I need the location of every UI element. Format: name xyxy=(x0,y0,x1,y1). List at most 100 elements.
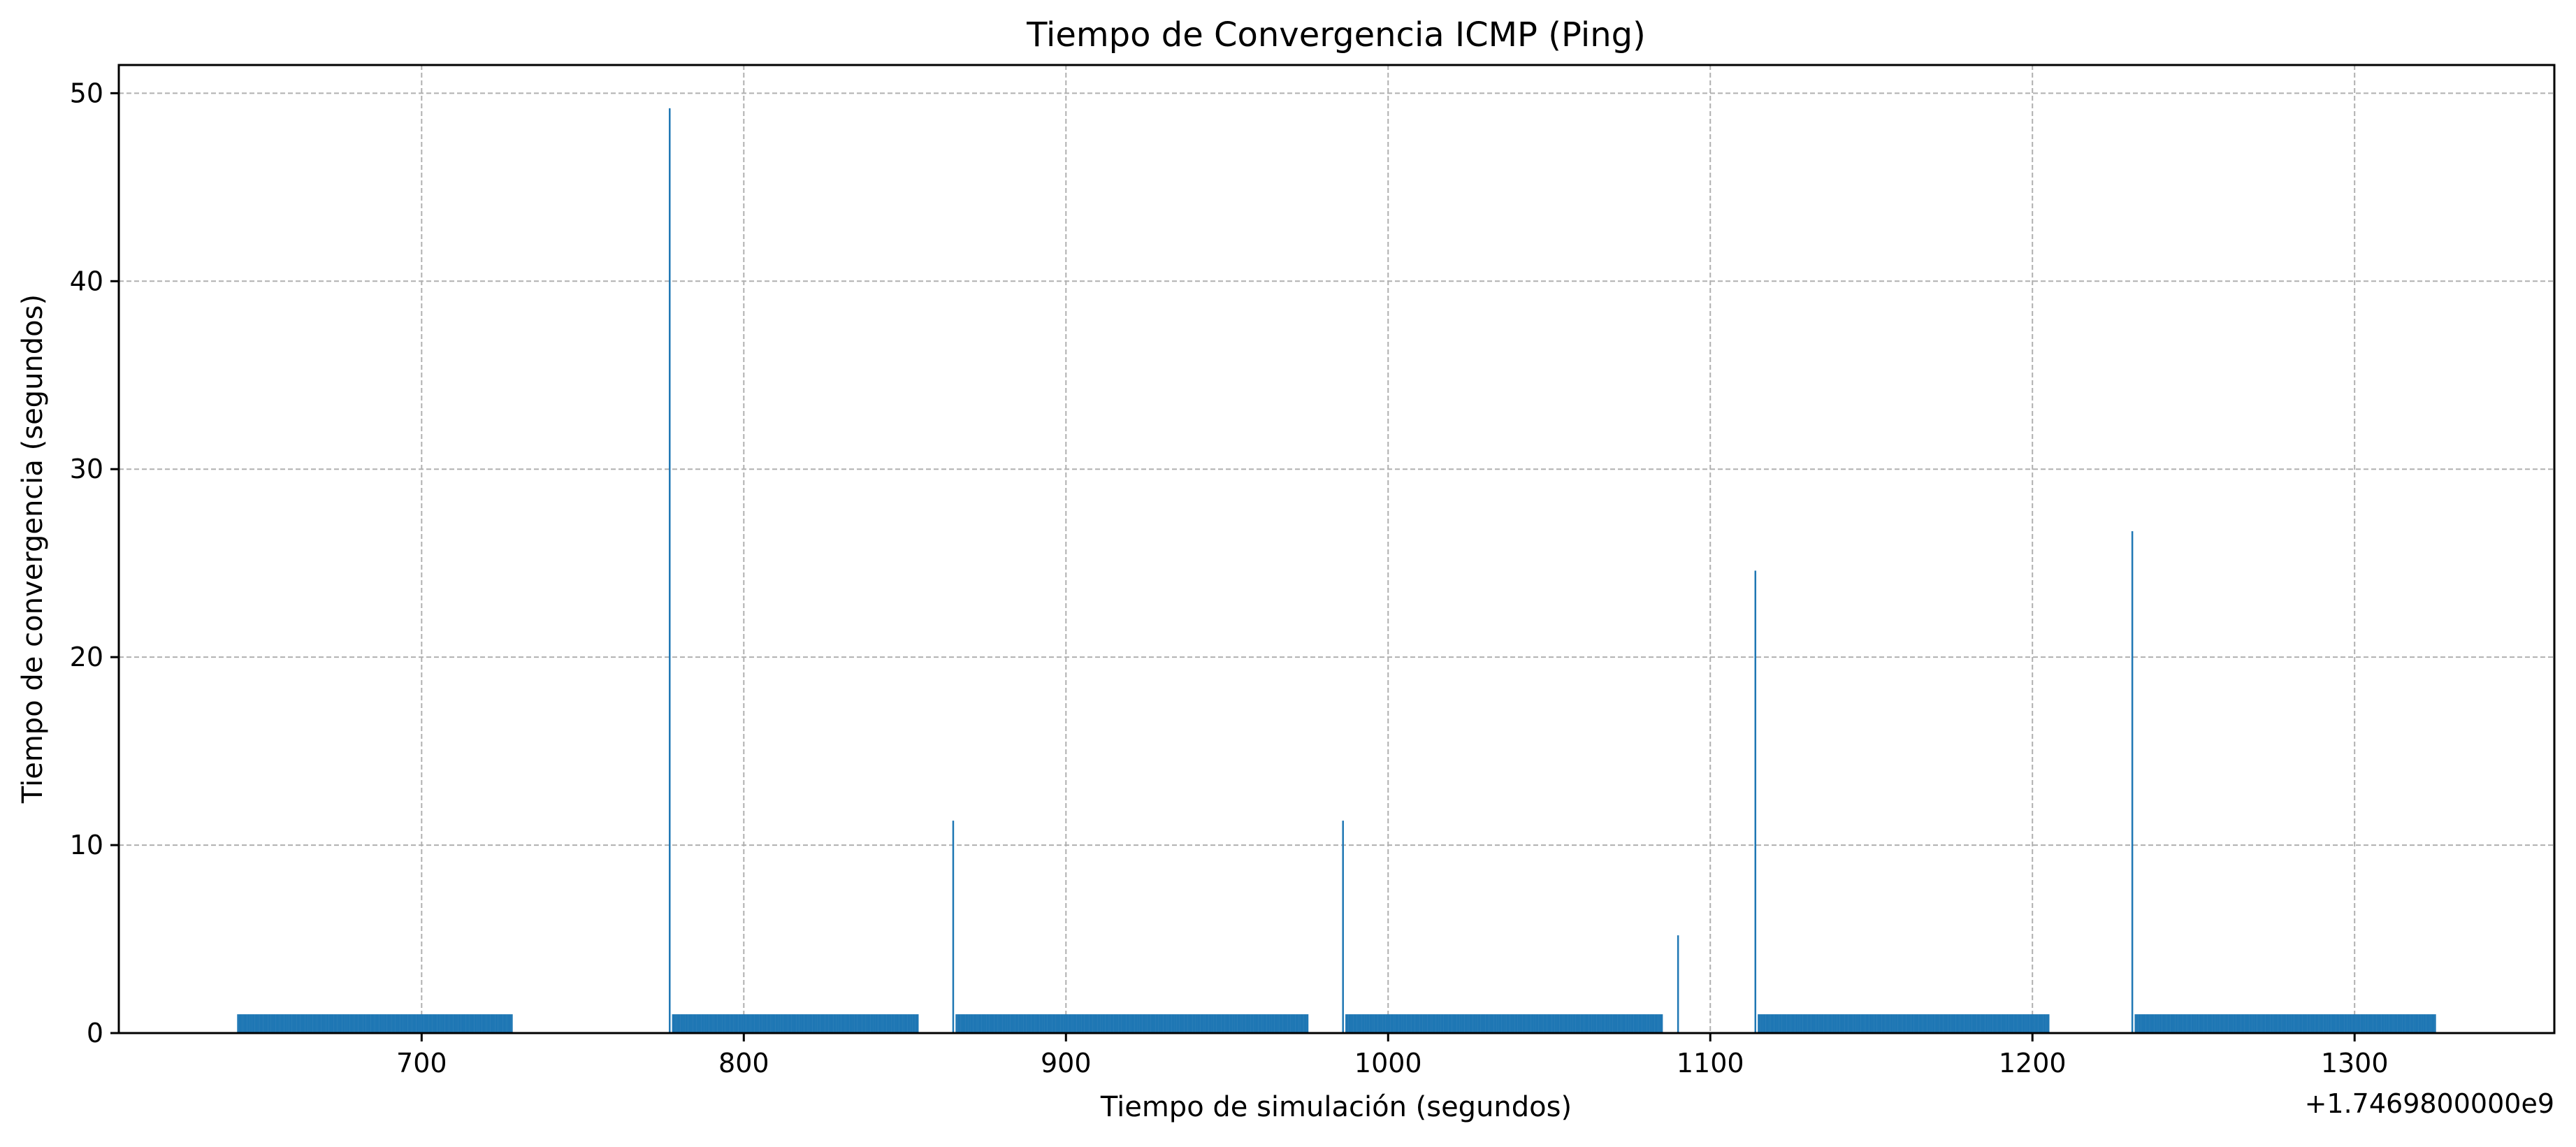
bar xyxy=(446,1014,449,1033)
bar xyxy=(849,1014,851,1033)
bar xyxy=(1948,1014,1950,1033)
bar xyxy=(437,1014,439,1033)
bar xyxy=(1384,1014,1386,1033)
bar xyxy=(1582,1014,1584,1033)
bar xyxy=(480,1014,482,1033)
bar xyxy=(1447,1014,1449,1033)
bar xyxy=(1008,1014,1011,1033)
bar xyxy=(416,1014,418,1033)
bar xyxy=(1464,1014,1467,1033)
bar xyxy=(1790,1014,1792,1033)
bar xyxy=(1949,1014,1951,1033)
bar xyxy=(1461,1014,1463,1033)
bar xyxy=(444,1014,447,1033)
y-tick-label: 40 xyxy=(70,266,103,296)
bar xyxy=(1002,1014,1004,1033)
bar xyxy=(1526,1014,1528,1033)
bar xyxy=(696,1014,698,1033)
bar xyxy=(1764,1014,1766,1033)
bar xyxy=(317,1014,320,1033)
bar xyxy=(907,1014,909,1033)
bar xyxy=(860,1014,862,1033)
bar xyxy=(963,1014,966,1033)
bar xyxy=(1916,1014,1918,1033)
bar xyxy=(1496,1014,1499,1033)
bar xyxy=(1925,1014,1927,1033)
bar xyxy=(1050,1014,1052,1033)
bar xyxy=(2427,1014,2430,1033)
bar xyxy=(1759,1014,1761,1033)
bar xyxy=(1775,1014,1777,1033)
bar xyxy=(967,1014,969,1033)
bar xyxy=(722,1014,724,1033)
bar xyxy=(1197,1014,1199,1033)
bar xyxy=(1000,1014,1003,1033)
bar xyxy=(2392,1014,2394,1033)
bar xyxy=(285,1014,287,1033)
bar xyxy=(788,1014,790,1033)
bar xyxy=(372,1014,375,1033)
bar xyxy=(999,1014,1001,1033)
bar xyxy=(364,1014,366,1033)
bar xyxy=(1878,1014,1881,1033)
bar xyxy=(1503,1014,1505,1033)
bar xyxy=(407,1014,410,1033)
bar xyxy=(851,1014,853,1033)
bar xyxy=(1279,1014,1282,1033)
bar xyxy=(1148,1014,1151,1033)
bar xyxy=(332,1014,334,1033)
bar xyxy=(324,1014,326,1033)
bar xyxy=(1563,1014,1565,1033)
bar xyxy=(2160,1014,2162,1033)
bar xyxy=(1220,1014,1222,1033)
bar xyxy=(1622,1014,1625,1033)
bar xyxy=(403,1014,405,1033)
bar xyxy=(1275,1014,1278,1033)
bar xyxy=(310,1014,312,1033)
bar xyxy=(2419,1014,2422,1033)
bar xyxy=(2387,1014,2389,1033)
bar xyxy=(1475,1014,1478,1033)
bar xyxy=(955,1014,957,1033)
bar xyxy=(243,1014,246,1033)
bar xyxy=(1912,1014,1914,1033)
bar xyxy=(2162,1014,2164,1033)
bar xyxy=(1596,1014,1599,1033)
bar xyxy=(1358,1014,1361,1033)
bar xyxy=(1127,1014,1130,1033)
bar xyxy=(2334,1014,2336,1033)
bar xyxy=(778,1014,781,1033)
bar xyxy=(736,1014,739,1033)
bar xyxy=(702,1014,704,1033)
bar xyxy=(812,1014,814,1033)
bar xyxy=(342,1014,344,1033)
bar xyxy=(370,1014,373,1033)
bar xyxy=(957,1014,960,1033)
bar xyxy=(1801,1014,1803,1033)
bar xyxy=(1120,1014,1122,1033)
bar xyxy=(755,1014,758,1033)
bar xyxy=(1421,1014,1423,1033)
bar xyxy=(1047,1014,1050,1033)
bar xyxy=(2159,1014,2161,1033)
bar xyxy=(2028,1014,2030,1033)
bar xyxy=(1394,1014,1396,1033)
bar xyxy=(905,1014,908,1033)
bar xyxy=(968,1014,971,1033)
bar xyxy=(888,1014,890,1033)
bar xyxy=(1904,1014,1906,1033)
bar xyxy=(1769,1014,1771,1033)
bar xyxy=(2136,1014,2139,1033)
bar xyxy=(868,1014,871,1033)
bar xyxy=(390,1014,392,1033)
bar xyxy=(1957,1014,1960,1033)
bar xyxy=(744,1014,746,1033)
bar xyxy=(495,1014,497,1033)
bar xyxy=(693,1014,695,1033)
bar xyxy=(1164,1014,1167,1033)
bar xyxy=(1179,1014,1182,1033)
bar xyxy=(1797,1014,1800,1033)
bar xyxy=(2231,1014,2234,1033)
bar xyxy=(979,1014,982,1033)
